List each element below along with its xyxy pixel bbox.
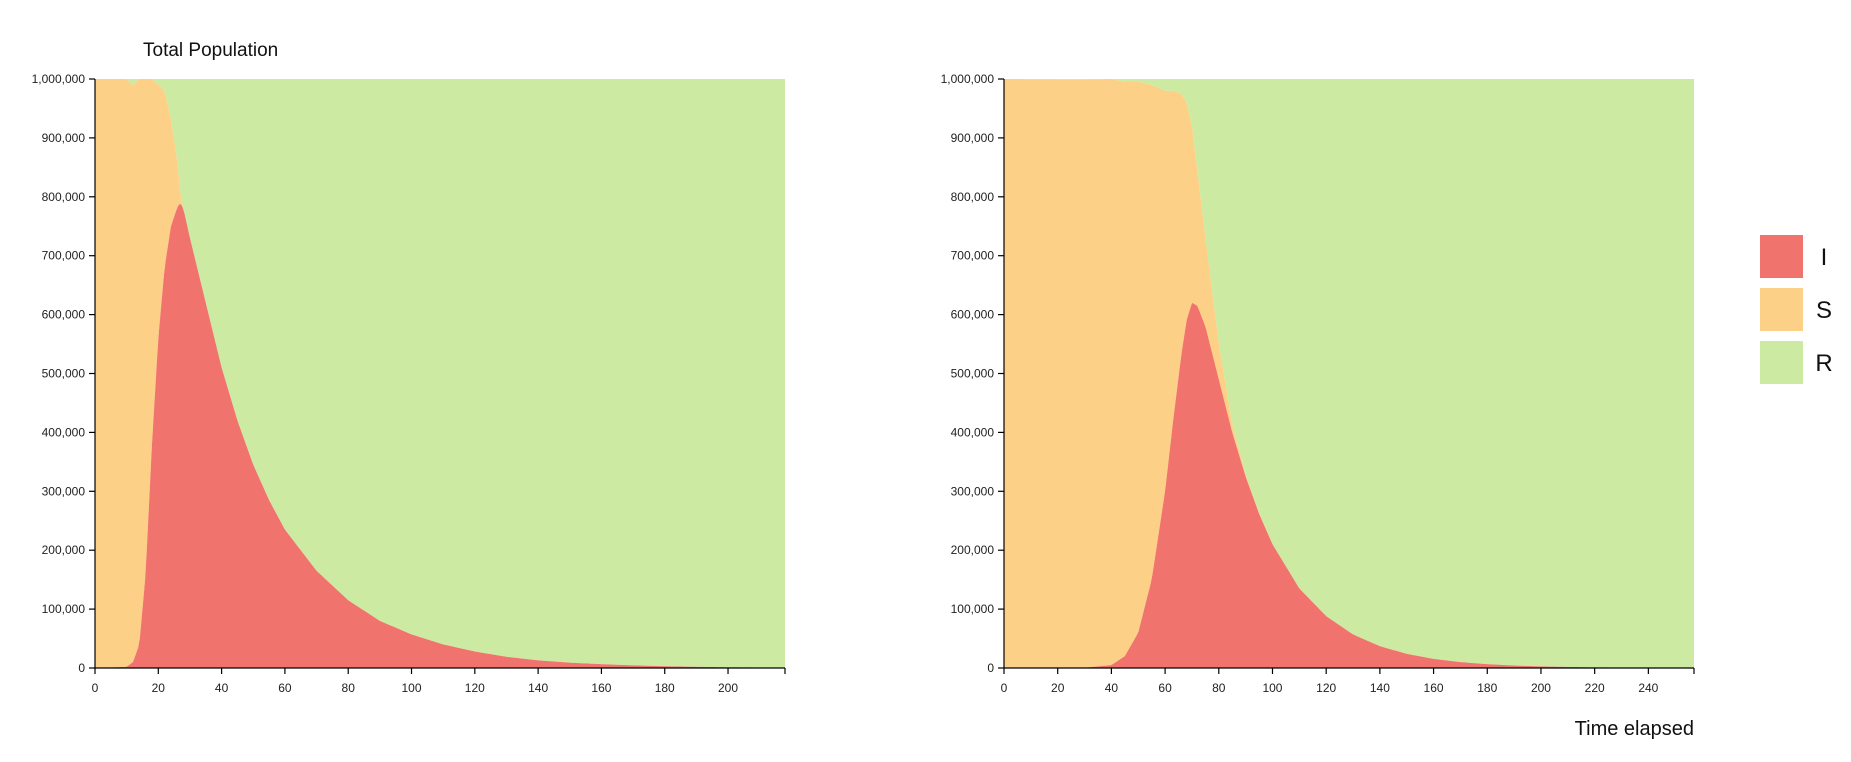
- y-tick-label: 900,000: [951, 131, 995, 145]
- x-tick-label: 160: [591, 681, 611, 695]
- x-tick-label: 100: [1262, 681, 1282, 695]
- area-i-chart-1: [95, 204, 785, 668]
- legend-swatch-r: [1760, 341, 1803, 384]
- x-tick-label: 160: [1424, 681, 1444, 695]
- y-tick-label: 500,000: [42, 367, 86, 381]
- x-tick-label: 40: [215, 681, 229, 695]
- y-tick-label: 100,000: [42, 602, 86, 616]
- x-axis-label: Time elapsed: [1575, 718, 1694, 740]
- chart-title: Total Population: [143, 40, 278, 61]
- y-tick-label: 200,000: [951, 543, 995, 557]
- x-tick-label: 200: [1531, 681, 1551, 695]
- area-s-chart-1: [95, 79, 785, 668]
- chart-2: 0 100,000 200,000 300,000 400,000 500,000 600,…: [941, 72, 1695, 740]
- y-tick-label: 800,000: [42, 190, 86, 204]
- chart-1: 0 100,000 200,000 300,000 400,000 500,000 600,…: [32, 40, 786, 695]
- y-tick-label: 300,000: [951, 484, 995, 498]
- legend-swatch-i: [1760, 235, 1803, 278]
- x-tick-label: 240: [1638, 681, 1658, 695]
- y-tick-label: 1,000,000: [941, 72, 995, 86]
- x-tick-label: 0: [1001, 681, 1008, 695]
- x-tick-label: 180: [655, 681, 675, 695]
- y-tick-label: 300,000: [42, 484, 86, 498]
- area-i-chart-2: [1004, 302, 1694, 668]
- x-tick-label: 120: [1316, 681, 1336, 695]
- y-tick-label: 700,000: [42, 249, 86, 263]
- area-r-chart-1: [95, 79, 785, 668]
- legend-label-i: I: [1821, 244, 1828, 271]
- y-tick-label: 1,000,000: [32, 72, 86, 86]
- x-tick-label: 60: [1158, 681, 1172, 695]
- x-tick-label: 120: [465, 681, 485, 695]
- x-tick-label: 20: [1051, 681, 1065, 695]
- x-tick-label: 200: [718, 681, 738, 695]
- y-tick-label: 0: [78, 661, 85, 675]
- x-tick-label: 100: [401, 681, 421, 695]
- y-tick-label: 200,000: [42, 543, 86, 557]
- x-tick-label: 140: [1370, 681, 1390, 695]
- y-tick-label: 700,000: [951, 249, 995, 263]
- legend-label-s: S: [1816, 297, 1832, 324]
- y-tick-label: 800,000: [951, 190, 995, 204]
- y-tick-label: 100,000: [951, 602, 995, 616]
- legend: ISR: [1760, 235, 1833, 384]
- x-tick-label: 180: [1477, 681, 1497, 695]
- x-tick-label: 140: [528, 681, 548, 695]
- y-tick-label: 600,000: [42, 308, 86, 322]
- y-tick-label: 600,000: [951, 308, 995, 322]
- legend-swatch-s: [1760, 288, 1803, 331]
- legend-label-r: R: [1815, 350, 1832, 377]
- area-r-chart-2: [1004, 79, 1694, 668]
- y-tick-label: 900,000: [42, 131, 86, 145]
- x-tick-label: 40: [1105, 681, 1119, 695]
- x-tick-label: 0: [92, 681, 99, 695]
- x-tick-label: 80: [342, 681, 356, 695]
- y-tick-label: 400,000: [42, 425, 86, 439]
- area-s-chart-2: [1004, 79, 1694, 668]
- y-tick-label: 0: [987, 661, 994, 675]
- y-tick-label: 400,000: [951, 425, 995, 439]
- y-tick-label: 500,000: [951, 367, 995, 381]
- x-tick-label: 220: [1585, 681, 1605, 695]
- x-tick-label: 20: [152, 681, 166, 695]
- x-tick-label: 80: [1212, 681, 1226, 695]
- x-tick-label: 60: [278, 681, 292, 695]
